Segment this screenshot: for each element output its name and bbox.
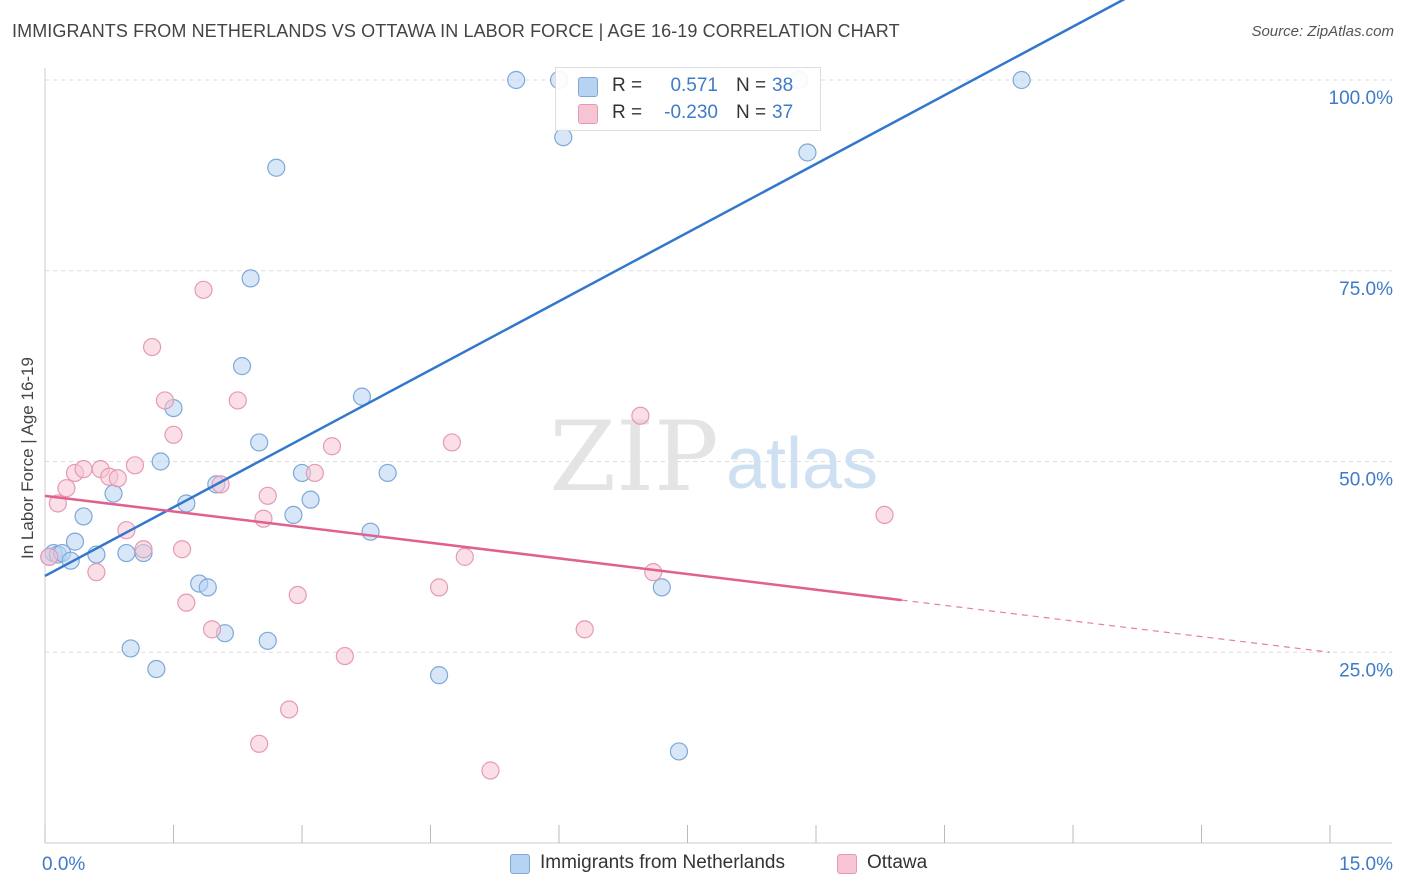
trend-line-ottawa	[44, 494, 902, 602]
point-netherlands	[121, 639, 140, 658]
point-ottawa	[875, 505, 894, 525]
trend-line-netherlands	[44, 0, 1125, 578]
legend-swatch-blue	[578, 77, 598, 97]
r-value-2: -0.230	[664, 102, 718, 123]
point-netherlands	[250, 433, 269, 452]
point-ottawa	[142, 337, 162, 357]
y-tick-label: 50.0%	[1339, 470, 1393, 491]
chart-title: IMMIGRANTS FROM NETHERLANDS VS OTTAWA IN…	[12, 21, 900, 41]
point-ottawa	[172, 540, 192, 559]
point-ottawa	[429, 578, 449, 597]
point-ottawa	[455, 547, 474, 566]
point-netherlands	[429, 666, 449, 685]
series-legend-label: Immigrants from Netherlands	[540, 852, 785, 873]
point-ottawa	[644, 563, 663, 582]
point-netherlands	[1012, 70, 1031, 90]
point-netherlands	[798, 143, 817, 162]
point-netherlands	[267, 158, 286, 177]
x-tick-label: 0.0%	[42, 854, 85, 875]
y-axis-label: In Labor Force | Age 16-19	[18, 357, 37, 559]
trend-layer	[44, 0, 1331, 653]
n-value-1: 38	[772, 75, 794, 96]
point-ottawa	[134, 540, 153, 559]
point-ottawa	[125, 456, 145, 475]
trend-line-ottawa-extension	[901, 599, 1331, 653]
point-netherlands	[232, 357, 252, 376]
point-netherlands	[284, 505, 303, 525]
point-ottawa	[155, 391, 175, 410]
point-netherlands	[241, 269, 260, 288]
x-tick-label: 15.0%	[1339, 854, 1393, 875]
point-ottawa	[258, 486, 277, 505]
point-netherlands	[669, 742, 689, 761]
series-legend-label: Ottawa	[867, 852, 928, 873]
axis-layer	[44, 68, 1392, 844]
point-ottawa	[322, 437, 342, 456]
point-ottawa	[48, 494, 67, 513]
point-netherlands	[151, 452, 170, 471]
point-ottawa	[631, 406, 650, 425]
point-ottawa	[202, 620, 222, 639]
source-credit: Source: ZipAtlas.com	[1251, 23, 1394, 40]
point-ottawa	[575, 620, 594, 639]
series-legend: Immigrants from Netherlands Ottawa	[0, 852, 1406, 878]
point-ottawa	[164, 425, 183, 444]
point-ottawa	[481, 761, 500, 780]
point-ottawa	[250, 734, 269, 753]
r-label: R =	[612, 102, 643, 123]
watermark-atlas: atlas	[726, 424, 878, 504]
stats-legend-row-2: R = -0.230 N = 37	[556, 102, 820, 126]
stats-legend-row-1: R = 0.571 N = 38	[556, 75, 820, 99]
y-tick-label: 25.0%	[1339, 660, 1393, 681]
watermark: ZIP atlas	[549, 401, 878, 513]
points-layer	[40, 70, 1031, 780]
point-netherlands	[65, 532, 85, 551]
point-ottawa	[177, 593, 196, 612]
point-ottawa	[108, 469, 127, 488]
n-label: N =	[736, 102, 767, 123]
point-ottawa	[442, 433, 462, 452]
point-netherlands	[104, 484, 123, 503]
point-ottawa	[335, 646, 354, 666]
point-netherlands	[117, 543, 136, 563]
point-ottawa	[40, 547, 59, 566]
point-netherlands	[554, 128, 573, 147]
n-value-2: 37	[772, 102, 794, 123]
point-netherlands	[352, 387, 372, 406]
point-netherlands	[361, 522, 380, 541]
point-netherlands	[507, 70, 526, 90]
y-tick-label: 100.0%	[1329, 88, 1394, 109]
point-ottawa	[254, 509, 273, 528]
point-ottawa	[305, 463, 324, 483]
legend-swatch-blue	[510, 854, 530, 874]
point-ottawa	[194, 280, 213, 299]
point-ottawa	[87, 563, 106, 582]
point-ottawa	[74, 460, 93, 479]
point-ottawa	[57, 479, 76, 498]
n-label: N =	[736, 75, 767, 96]
point-netherlands	[198, 578, 217, 597]
y-tick-label: 75.0%	[1339, 279, 1393, 300]
point-ottawa	[228, 391, 247, 410]
legend-swatch-pink	[578, 104, 598, 124]
r-label: R =	[612, 75, 643, 96]
point-netherlands	[301, 490, 320, 509]
point-ottawa	[288, 585, 307, 605]
point-netherlands	[147, 659, 166, 679]
r-value-1: 0.571	[670, 75, 718, 96]
legend-swatch-pink	[837, 854, 857, 874]
tick-labels: 25.0% 50.0% 75.0% 100.0% 0.0% 15.0%	[42, 88, 1393, 875]
point-netherlands	[652, 578, 671, 597]
point-netherlands	[378, 463, 397, 483]
stats-legend: R = 0.571 N = 38 R = -0.230 N = 37	[555, 67, 821, 131]
point-netherlands	[258, 631, 277, 650]
point-ottawa	[280, 700, 299, 719]
point-netherlands	[74, 507, 93, 526]
